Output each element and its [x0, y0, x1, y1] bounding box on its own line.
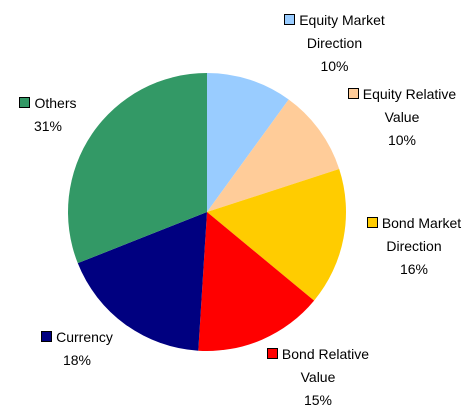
value-label: 18% — [62, 352, 92, 368]
pie-slice — [67, 73, 207, 264]
pie-slice — [198, 212, 315, 351]
pie-slice — [207, 169, 347, 301]
slice-label: Bond Relative Value 15% — [262, 343, 374, 410]
slice-label: Equity Relative Value 10% — [336, 83, 468, 152]
category-label: Bond Relative Value — [281, 346, 370, 385]
legend-swatch — [266, 348, 278, 359]
value-label: 10% — [387, 132, 417, 148]
slice-label: Bond Market Direction 16% — [358, 212, 470, 281]
legend-swatch — [41, 331, 53, 342]
value-label: 16% — [399, 261, 429, 277]
category-label: Equity Relative Value — [362, 86, 457, 125]
category-label: Bond Market Direction — [381, 215, 462, 254]
pie-slice — [207, 99, 340, 212]
value-label: 15% — [303, 392, 333, 408]
value-label: 31% — [33, 118, 63, 134]
slice-label: Equity Market Direction 10% — [272, 9, 397, 78]
category-label: Others — [34, 95, 77, 111]
pie-slice — [207, 73, 289, 212]
slice-label: Currency 18% — [22, 326, 132, 372]
legend-swatch — [347, 88, 359, 99]
legend-swatch — [366, 217, 378, 228]
legend-swatch — [19, 97, 31, 108]
legend-swatch — [284, 14, 296, 25]
pie-slice — [77, 212, 207, 351]
category-label: Equity Market Direction — [299, 12, 385, 51]
category-label: Currency — [56, 329, 113, 345]
value-label: 10% — [320, 58, 349, 74]
slice-label: Others 31% — [8, 92, 88, 138]
